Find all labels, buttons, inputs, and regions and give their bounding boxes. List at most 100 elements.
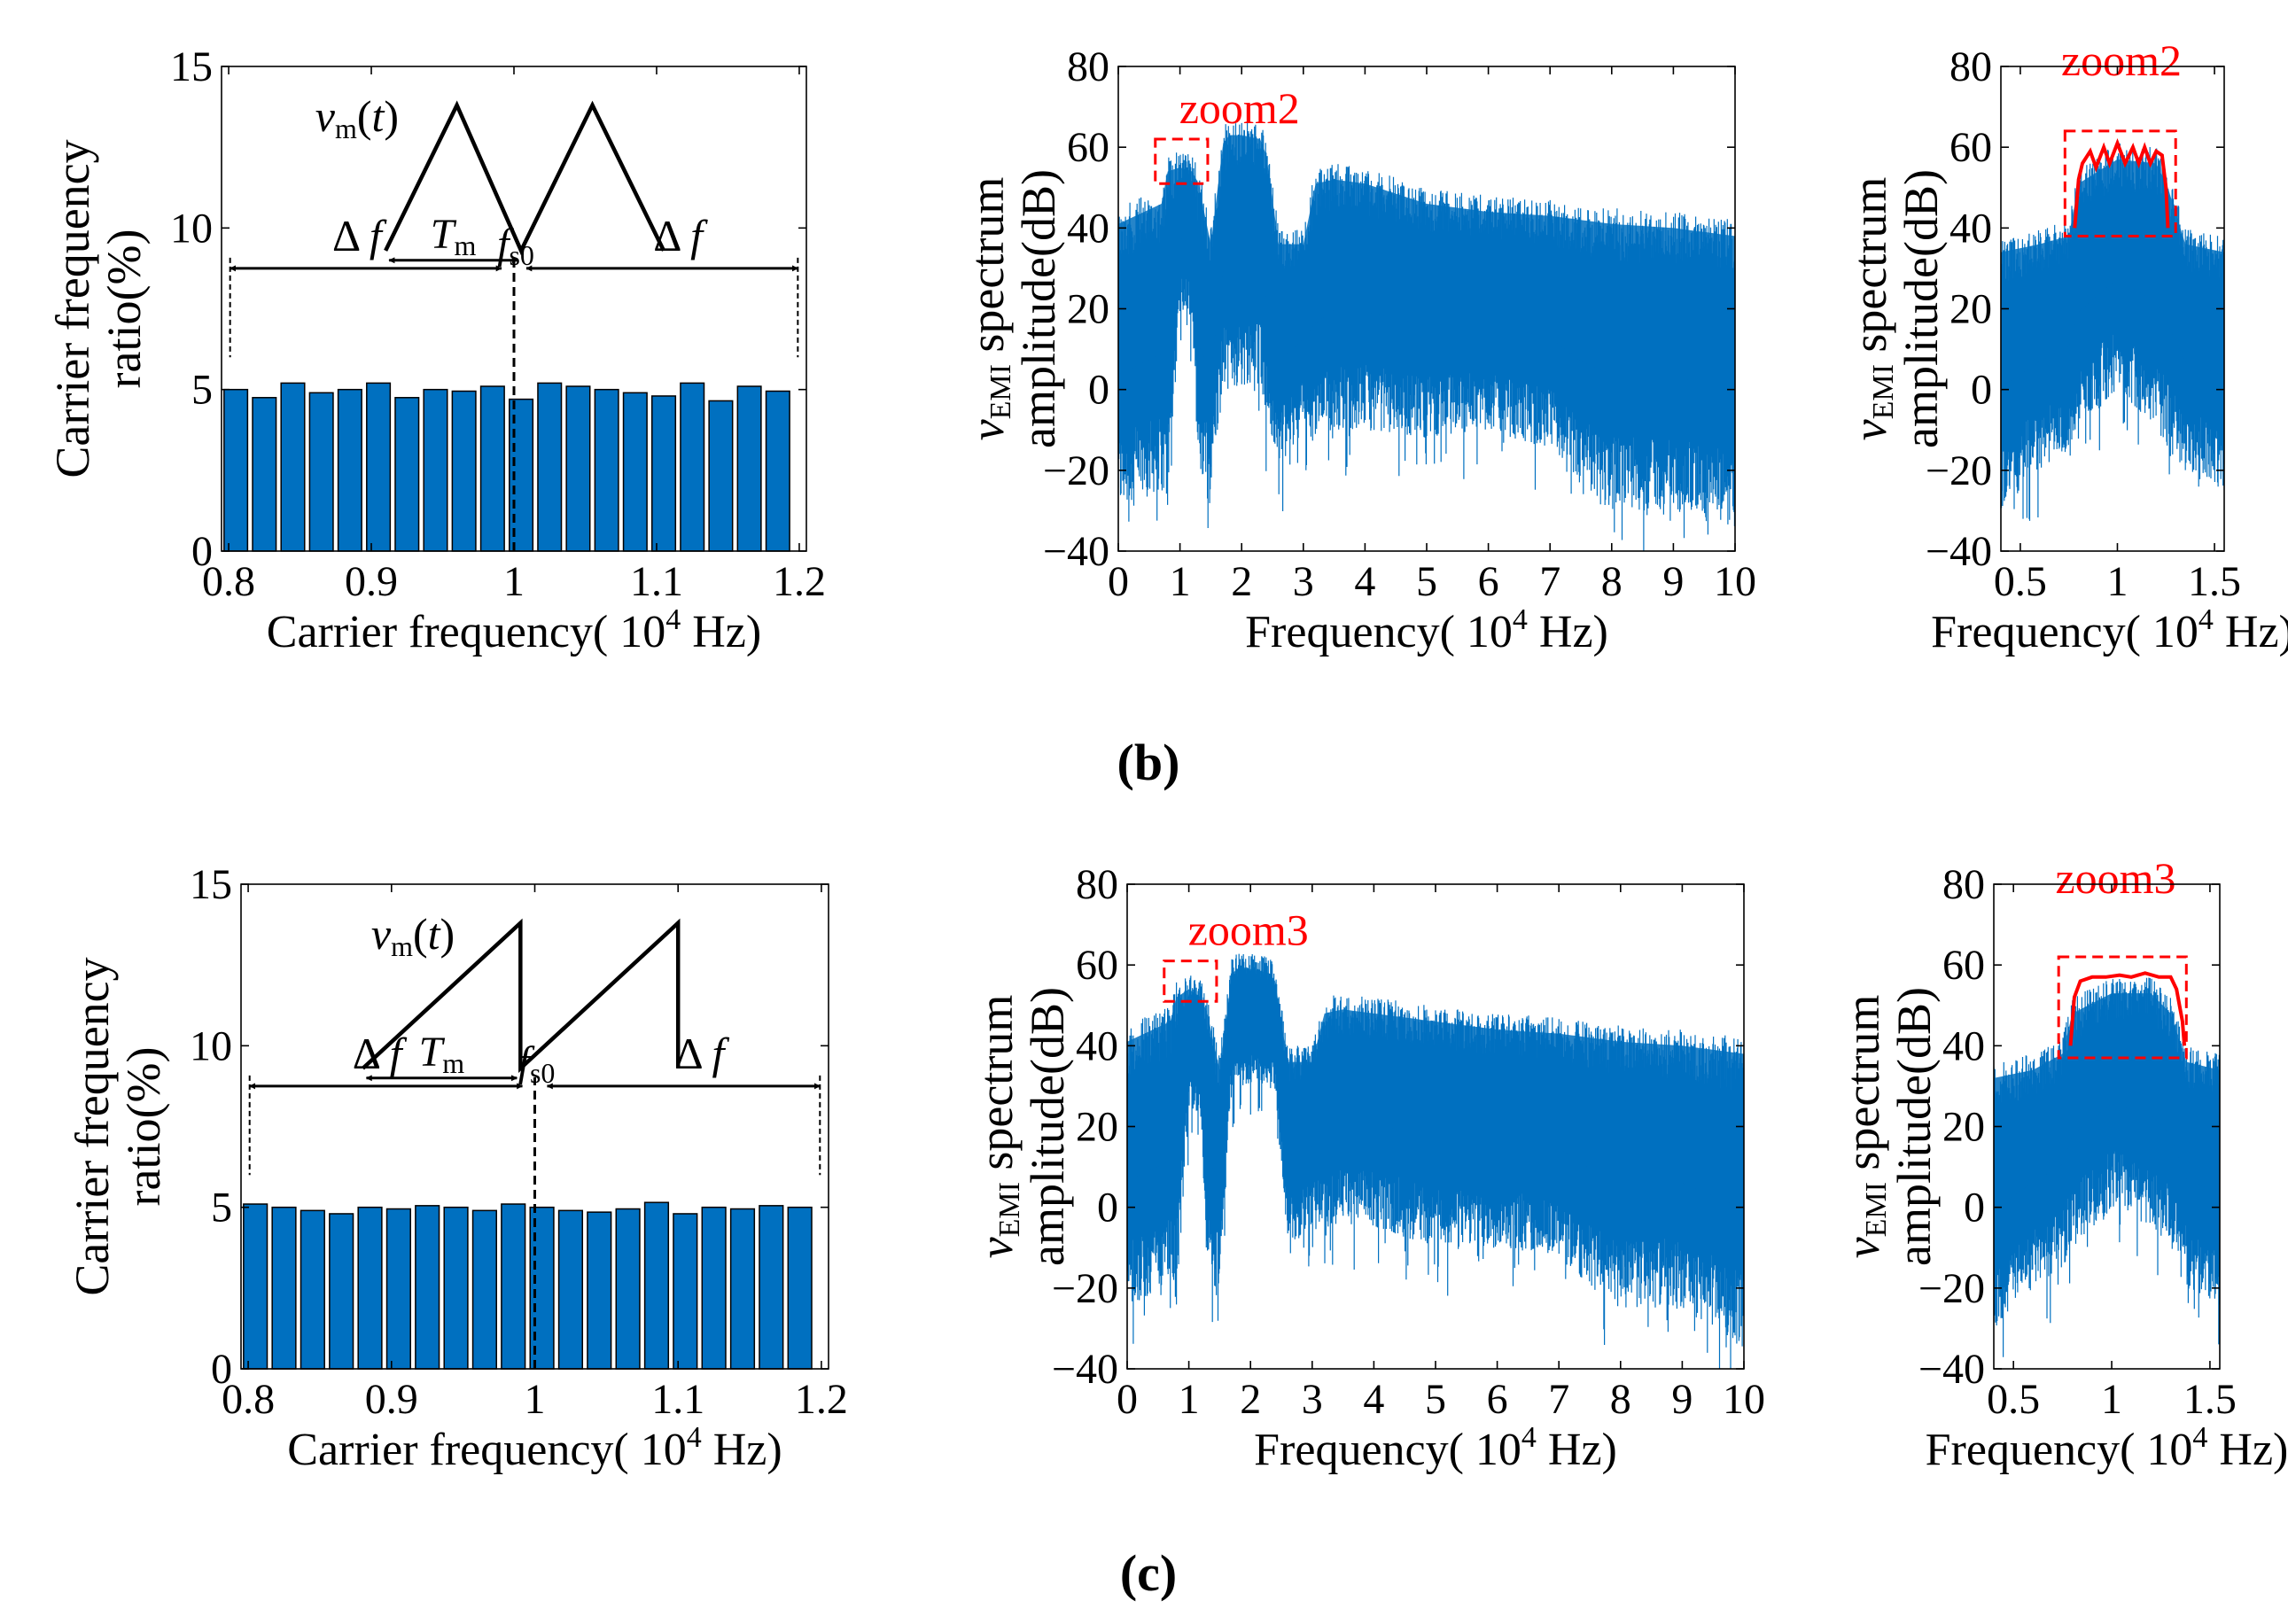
x-tick-label: 1 [1179, 1376, 1200, 1423]
bar [451, 390, 477, 552]
bar [615, 1208, 641, 1370]
x-axis-label: Carrier frequency( 104 Hz) [267, 603, 761, 657]
y-tick-label: 0 [211, 1346, 232, 1393]
x-tick-label: 8 [1601, 558, 1623, 605]
x-tick-label: 1.1 [630, 558, 683, 605]
y-tick-label: 40 [1067, 205, 1109, 252]
y-tick-label: −40 [1052, 1346, 1118, 1393]
bar [329, 1213, 354, 1370]
chart-6: zoom3 0.5 1 1.5 −40 −20 0 20 40 60 80 Frequency( 10… [1836, 853, 2288, 1475]
bar [650, 395, 677, 552]
y-tick-label: 20 [1942, 1104, 1985, 1151]
zoom-label: zoom3 [1188, 905, 1309, 955]
spectrum-series [2001, 144, 2224, 521]
panel-label-c: (c) [1120, 1544, 1177, 1602]
x-tick-label: 1.5 [2183, 1376, 2237, 1423]
bar [587, 1211, 612, 1370]
bar [765, 390, 790, 552]
bar [252, 397, 277, 552]
bar [385, 1208, 411, 1370]
x-tick-label: 8 [1610, 1376, 1631, 1423]
y-axis-label-line1: Carrier frequency [66, 957, 119, 1295]
y-axis-label-line2: amplitude(dB) [1012, 169, 1065, 448]
y-tick-label: 0 [1088, 367, 1109, 414]
bar [423, 388, 448, 552]
bar [529, 1206, 555, 1370]
y-tick-label: 20 [1949, 286, 1992, 333]
bar [643, 1201, 670, 1370]
y-tick-label: 60 [1076, 942, 1118, 989]
x-tick-label: 0.8 [222, 1376, 275, 1423]
x-tick-label: 0.5 [1994, 558, 2047, 605]
tm-label: Tm [431, 211, 477, 261]
spectrum-series [1118, 120, 1735, 551]
bar [337, 388, 362, 552]
x-tick-label: 0.5 [1987, 1376, 2040, 1423]
x-axis-label: Frequency( 104 Hz) [1931, 603, 2288, 657]
bar [673, 1213, 698, 1370]
bar [736, 385, 762, 552]
y-axis-label-line2: amplitude(dB) [1021, 987, 1074, 1266]
y-tick-label: 0 [1971, 367, 1992, 414]
fs0-label: fs0 [497, 221, 534, 271]
delta-f-right-label: Δ f [675, 1029, 730, 1078]
y-tick-label: −20 [1926, 447, 1992, 494]
bar [729, 1208, 756, 1370]
y-tick-label: 80 [1067, 43, 1109, 90]
x-tick-label: 0 [1117, 1376, 1138, 1423]
x-tick-label: 10 [1714, 558, 1756, 605]
y-tick-label: −20 [1052, 1265, 1118, 1312]
chart-3: zoom2 0.5 1 1.5 −40 −20 0 20 40 60 80 Frequency( 10… [1843, 35, 2288, 657]
y-tick-label: 60 [1067, 124, 1109, 171]
x-tick-label: 0 [1108, 558, 1129, 605]
bar [308, 392, 334, 552]
y-tick-label: 80 [1942, 861, 1985, 908]
bar [701, 1206, 727, 1370]
panel-label-b: (b) [1117, 734, 1180, 791]
y-tick-label: 80 [1949, 43, 1992, 90]
zoom-box [1154, 137, 1210, 185]
bar [280, 382, 306, 552]
y-tick-label: 60 [1942, 942, 1985, 989]
x-tick-label: 1 [503, 558, 525, 605]
delta-f-left-label: Δ f [332, 211, 387, 260]
y-tick-label: 0 [1964, 1185, 1985, 1232]
bar [622, 392, 648, 552]
y-tick-label: −40 [1926, 528, 1992, 575]
bar [537, 382, 563, 552]
zoom-envelope-line [2068, 971, 2187, 1046]
x-tick-label: 5 [1425, 1376, 1446, 1423]
x-tick-label: 0.8 [202, 558, 255, 605]
y-tick-label: 5 [191, 367, 213, 414]
x-axis-label: Frequency( 104 Hz) [1245, 603, 1608, 657]
x-tick-label: 7 [1548, 1376, 1569, 1423]
x-tick-label: 1 [2106, 558, 2128, 605]
x-tick-label: 1.5 [2188, 558, 2241, 605]
y-tick-label: −20 [1918, 1265, 1985, 1312]
y-tick-label: 20 [1076, 1104, 1118, 1151]
bar [680, 382, 705, 552]
spectrum-core [1118, 135, 1735, 392]
vm-label: vm(t) [315, 91, 399, 144]
tm-label: Tm [419, 1029, 465, 1079]
y-axis-label-line1: vEMI spectrum [969, 995, 1026, 1259]
bar [357, 1206, 383, 1370]
x-tick-label: 2 [1240, 1376, 1261, 1423]
zoom-label: zoom3 [2055, 853, 2175, 903]
zoom-box [1163, 960, 1218, 1003]
y-tick-label: 5 [211, 1185, 232, 1232]
y-axis-label-line1: Carrier frequency [46, 139, 99, 478]
bar [708, 400, 734, 552]
bar [594, 388, 619, 552]
x-tick-label: 10 [1723, 1376, 1765, 1423]
y-axis-label-line1: vEMI spectrum [961, 177, 1017, 441]
x-tick-label: 4 [1363, 1376, 1384, 1423]
x-axis-label: Carrier frequency( 104 Hz) [287, 1421, 782, 1475]
chart-1: Δ f Δ f fs0 Tm vm(t) 0.8 0.9 1 1.1 1.2 0 5 10 15 Carri… [46, 43, 826, 657]
x-tick-label: 9 [1671, 1376, 1693, 1423]
x-tick-label: 0.9 [345, 558, 398, 605]
